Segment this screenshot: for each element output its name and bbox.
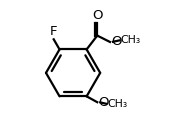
Text: O: O xyxy=(92,9,102,22)
Text: F: F xyxy=(49,25,57,38)
Text: CH₃: CH₃ xyxy=(120,35,141,45)
Text: O: O xyxy=(98,96,109,109)
Text: O: O xyxy=(111,35,121,48)
Text: CH₃: CH₃ xyxy=(107,99,127,109)
